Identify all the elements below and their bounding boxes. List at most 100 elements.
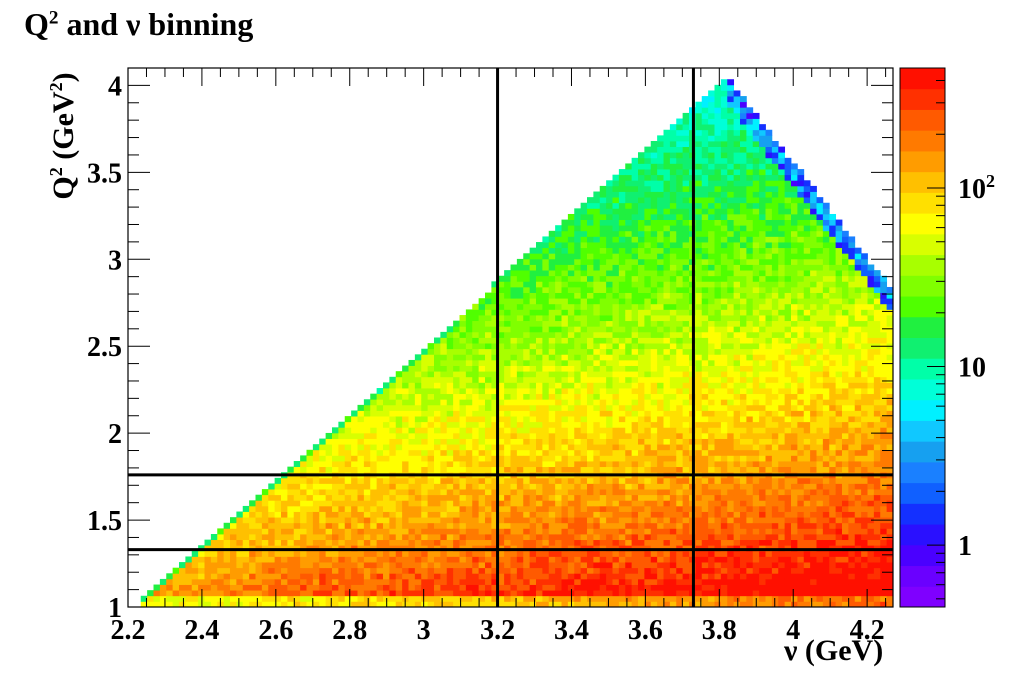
heatmap-cell (408, 517, 416, 524)
heatmap-cell (312, 489, 320, 496)
heatmap-cell (708, 505, 715, 512)
heatmap-cell (631, 517, 639, 524)
heatmap-cell (491, 489, 499, 496)
heatmap-cell (567, 286, 575, 293)
heatmap-cell (523, 388, 531, 395)
heatmap-cell (421, 578, 429, 585)
heatmap-cell (625, 320, 633, 327)
heatmap-cell (414, 573, 422, 580)
heatmap-cell (593, 573, 601, 580)
heatmap-cell (701, 416, 709, 423)
heatmap-cell (727, 107, 735, 114)
heatmap-cell (752, 444, 760, 451)
heatmap-cell (676, 416, 684, 423)
heatmap-cell (548, 258, 556, 265)
heatmap-cell (465, 343, 473, 350)
heatmap-cell (599, 197, 607, 204)
heatmap-cell (408, 483, 416, 490)
heatmap-cell (708, 410, 715, 417)
heatmap-cell (491, 298, 499, 305)
heatmap-cell (746, 180, 754, 187)
heatmap-cell (574, 315, 582, 322)
heatmap-cell (650, 303, 658, 310)
heatmap-cell (510, 500, 518, 507)
heatmap-cell (727, 432, 735, 439)
heatmap-cell (708, 343, 715, 350)
heatmap-cell (440, 584, 448, 591)
heatmap-cell (179, 601, 186, 608)
heatmap-cell (631, 584, 639, 591)
heatmap-cell (529, 264, 537, 271)
heatmap-cell (625, 174, 633, 181)
heatmap-cell (446, 522, 454, 529)
heatmap-cell (752, 404, 760, 411)
heatmap-cell (555, 410, 562, 417)
heatmap-cell (638, 500, 645, 507)
heatmap-cell (720, 107, 728, 114)
heatmap-cell (459, 432, 467, 439)
heatmap-cell (281, 511, 288, 518)
heatmap-cell (338, 461, 346, 468)
heatmap-cell (504, 404, 511, 411)
heatmap-cell (746, 550, 754, 557)
heatmap-cell (421, 449, 429, 456)
heatmap-cell (370, 432, 378, 439)
heatmap-cell (434, 432, 441, 439)
heatmap-cell (453, 399, 460, 406)
heatmap-cell (555, 522, 562, 529)
heatmap-cell (408, 466, 416, 473)
heatmap-cell (485, 309, 492, 316)
heatmap-cell (727, 410, 735, 417)
heatmap-cell (230, 578, 237, 585)
heatmap-cell (618, 421, 626, 428)
heatmap-cell (759, 522, 766, 529)
heatmap-cell (701, 595, 709, 602)
heatmap-cell (593, 421, 601, 428)
heatmap-cell (306, 601, 314, 608)
heatmap-cell (465, 337, 473, 344)
heatmap-cell (446, 601, 454, 608)
heatmap-cell (363, 562, 371, 569)
heatmap-cell (669, 315, 677, 322)
heatmap-cell (727, 320, 735, 327)
heatmap-cell (351, 427, 358, 434)
heatmap-cell (344, 466, 352, 473)
heatmap-cell (536, 264, 543, 271)
heatmap-cell (708, 438, 715, 445)
heatmap-cell (210, 590, 218, 597)
heatmap-cell (765, 410, 773, 417)
heatmap-cell (497, 601, 505, 608)
heatmap-cell (682, 500, 690, 507)
heatmap-cell (631, 539, 639, 546)
heatmap-cell (663, 275, 671, 282)
heatmap-cell (740, 264, 747, 271)
heatmap-cell (612, 309, 620, 316)
heatmap-cell (555, 416, 562, 423)
heatmap-cell (631, 483, 639, 490)
heatmap-cell (274, 595, 282, 602)
heatmap-cell (504, 573, 511, 580)
heatmap-cell (574, 455, 582, 462)
heatmap-cell (657, 281, 664, 288)
heatmap-cell (421, 567, 429, 574)
heatmap-cell (472, 573, 480, 580)
heatmap-cell (587, 567, 594, 574)
heatmap-cell (395, 376, 403, 383)
heatmap-cell (223, 562, 231, 569)
heatmap-cell (759, 242, 766, 249)
heatmap-cell (740, 444, 747, 451)
heatmap-cell (752, 230, 760, 237)
heatmap-cell (720, 236, 728, 243)
heatmap-cell (720, 354, 728, 361)
heatmap-cell (536, 461, 543, 468)
heatmap-cell (446, 404, 454, 411)
heatmap-cell (682, 461, 690, 468)
heatmap-cell (746, 264, 754, 271)
heatmap-cell (472, 449, 480, 456)
heatmap-cell (714, 539, 722, 546)
heatmap-cell (567, 354, 575, 361)
heatmap-cell (733, 410, 741, 417)
heatmap-cell (548, 427, 556, 434)
heatmap-cell (759, 219, 766, 226)
heatmap-cell (491, 449, 499, 456)
